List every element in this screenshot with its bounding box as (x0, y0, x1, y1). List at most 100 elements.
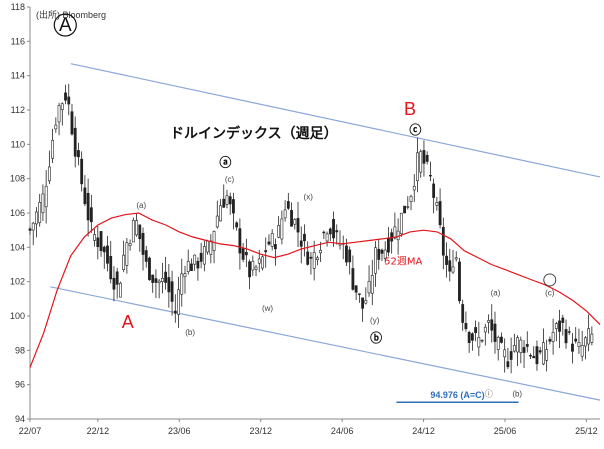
candle-body (464, 323, 468, 330)
y-tick-label: 100 (10, 311, 25, 321)
candle-body (70, 111, 74, 135)
candle-body (241, 248, 245, 260)
candle-body (164, 271, 168, 283)
candle-body (487, 320, 490, 323)
candle-body (160, 278, 164, 282)
wave-label-circled: ⓒ (409, 122, 421, 137)
candle-body (396, 230, 400, 241)
x-tick-label: 25/06 (494, 426, 517, 436)
candle-body (186, 260, 190, 272)
wave-label: (b) (512, 390, 522, 399)
candle-body (138, 224, 142, 240)
candle-body (222, 198, 226, 208)
candle-body (548, 339, 552, 342)
candle-body (493, 323, 497, 342)
candle-body (532, 356, 536, 359)
y-tick-label: 98 (15, 345, 25, 355)
candle-body (470, 333, 474, 341)
wave-label: (y) (370, 316, 380, 325)
candle-body (357, 293, 361, 295)
trend-line (70, 63, 601, 178)
candle-body (106, 245, 109, 264)
candle-body (374, 247, 377, 274)
x-axis: 22/07 22/12 23/06 23/12 24/06 24/12 25/06 25/12 (19, 418, 600, 436)
candle-body (516, 337, 519, 353)
candle-body (73, 127, 77, 157)
circle-marker (53, 13, 77, 37)
candle-body (367, 280, 371, 294)
candle-body (574, 338, 578, 342)
candle-body (377, 248, 381, 260)
candle-body (215, 215, 219, 228)
candle-body (438, 201, 442, 226)
candle-body (477, 337, 481, 348)
candle-body (225, 195, 229, 205)
candle-body (148, 257, 151, 281)
candle-body (290, 210, 293, 227)
candle-body (280, 218, 284, 240)
candle-body (196, 260, 200, 269)
candle-body (28, 228, 32, 231)
candle-body (109, 256, 113, 280)
wave-label: (a) (491, 288, 501, 297)
y-tick-label: 112 (11, 105, 25, 115)
candle-body (529, 355, 532, 357)
candle-body (270, 233, 274, 247)
candle-body (461, 304, 465, 323)
wave-label: (c) (225, 175, 235, 184)
candle-body (432, 183, 436, 198)
y-axis: 94 96 98 100 102 104 106 108 110 112 114 116 118 (10, 2, 31, 424)
target-line: 94.976 (A=C) (396, 390, 519, 404)
candle-body (157, 280, 161, 284)
candle-body (354, 285, 358, 293)
candle-body (293, 219, 297, 225)
candle-body (125, 242, 129, 266)
candle-body (509, 351, 513, 360)
candle-body (554, 323, 558, 329)
candle-body (206, 240, 209, 253)
candle-body (422, 150, 426, 164)
candle-body (483, 326, 487, 333)
candle-body (425, 154, 429, 162)
candle-body (496, 336, 500, 350)
candle-body (451, 266, 455, 273)
candle-body (232, 199, 235, 214)
candle-body (309, 256, 313, 259)
candle-body (238, 228, 242, 254)
candle-body (370, 275, 374, 294)
candle-body (64, 92, 67, 101)
source-label: (出所) Bloomberg (36, 9, 106, 20)
y-tick-label: 96 (15, 380, 25, 390)
candle-body (173, 310, 177, 314)
y-tick-label: 104 (10, 242, 25, 252)
candle-body (525, 344, 529, 347)
candle-body (328, 228, 332, 235)
candle-body (303, 233, 306, 242)
candle-body (31, 222, 35, 231)
candle-body (361, 297, 364, 309)
wave-label-circled: ⓐ (219, 155, 231, 170)
candle-body (170, 281, 174, 302)
candle-body (89, 207, 93, 223)
wave-label: (c) (545, 288, 555, 297)
candle-body (467, 332, 471, 344)
candle-body (299, 240, 303, 247)
candle-body (80, 158, 84, 185)
candle-body (490, 319, 494, 331)
candle-body (445, 255, 448, 265)
candlestick-series (28, 83, 594, 374)
candle-body (587, 328, 591, 345)
candle-body (38, 202, 42, 223)
candle-body (474, 327, 478, 334)
candle-body (567, 331, 571, 333)
candle-body (228, 196, 232, 205)
candle-body (319, 249, 323, 254)
candle-body (283, 209, 287, 219)
candle-body (454, 257, 458, 260)
candle-body (219, 205, 222, 222)
x-tick-label: 22/12 (87, 426, 110, 436)
candle-body (348, 249, 352, 263)
ma-label: 52週MA (384, 256, 422, 268)
candle-body (102, 246, 106, 253)
